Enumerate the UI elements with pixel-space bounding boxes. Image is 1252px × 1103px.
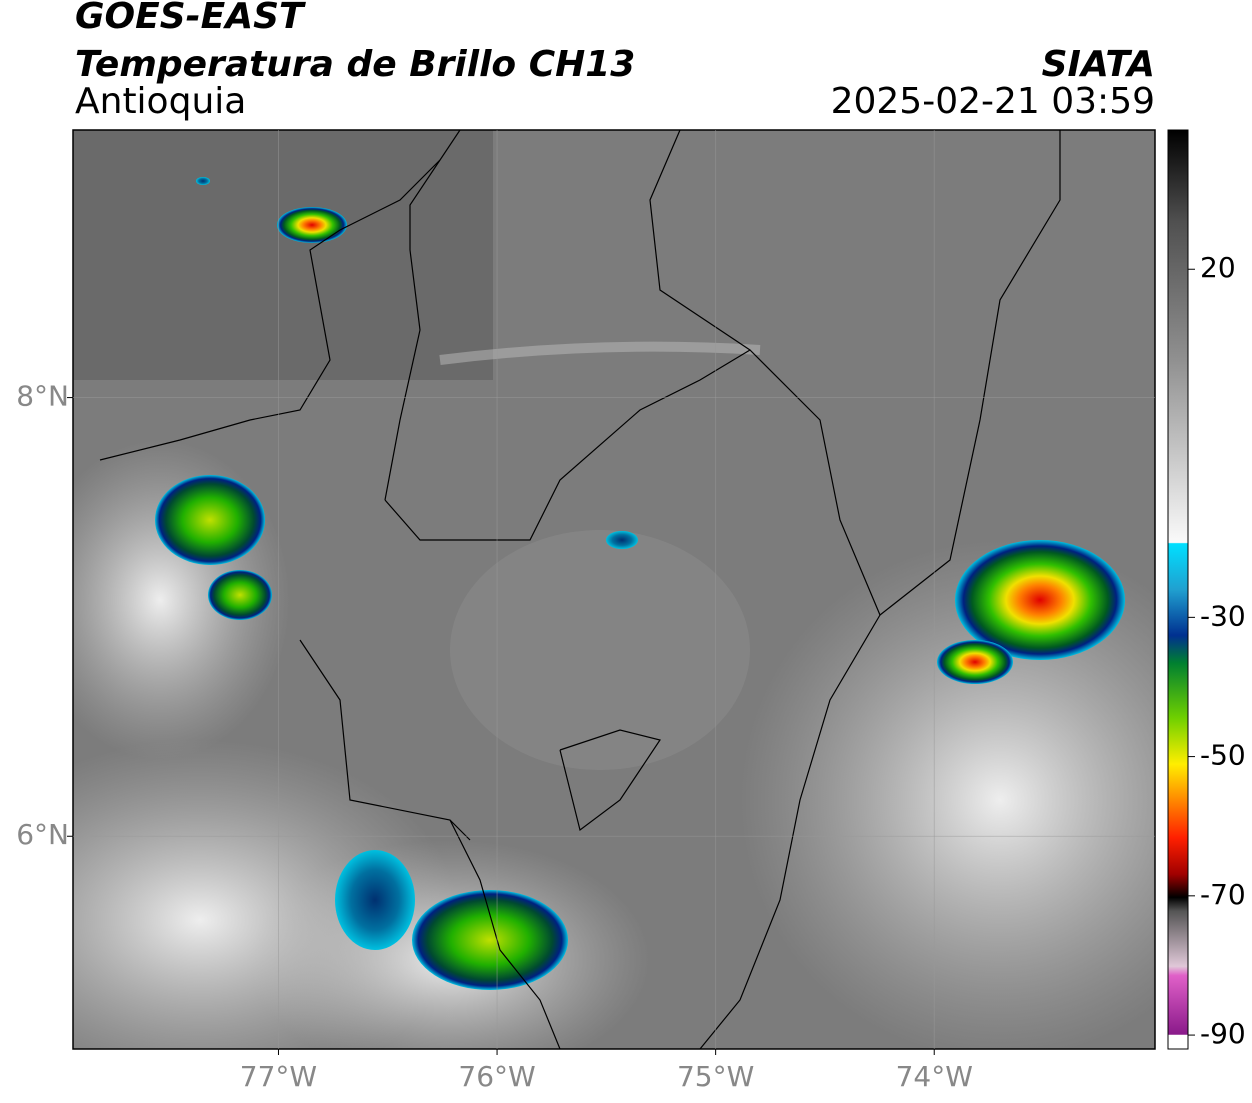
colorbar-tick-label: -50 (1200, 739, 1246, 772)
lat-tick-label: 6°N (16, 818, 69, 851)
datetime: 2025-02-21 03:59 (831, 81, 1155, 122)
satellite-title: GOES-EAST (75, 0, 306, 37)
product-title: Temperatura de Brillo CH13 (75, 44, 635, 85)
lon-tick-label: 77°W (240, 1060, 317, 1093)
lon-tick-label: 75°W (677, 1060, 754, 1093)
colorbar-tick-label: -30 (1200, 599, 1246, 632)
colorbar-tick-label: -90 (1200, 1017, 1246, 1050)
lat-tick-label: 8°N (16, 380, 69, 413)
region: Antioquia (75, 81, 246, 122)
colorbar-tick-label: 20 (1200, 251, 1236, 284)
colorbar-tick-label: -70 (1200, 878, 1246, 911)
map-frame (72, 129, 1156, 1050)
lon-tick-label: 74°W (896, 1060, 973, 1093)
source: SIATA (1042, 44, 1155, 85)
colorbar (1167, 129, 1189, 1050)
lon-tick-label: 76°W (458, 1060, 535, 1093)
map-image (73, 130, 1155, 1049)
